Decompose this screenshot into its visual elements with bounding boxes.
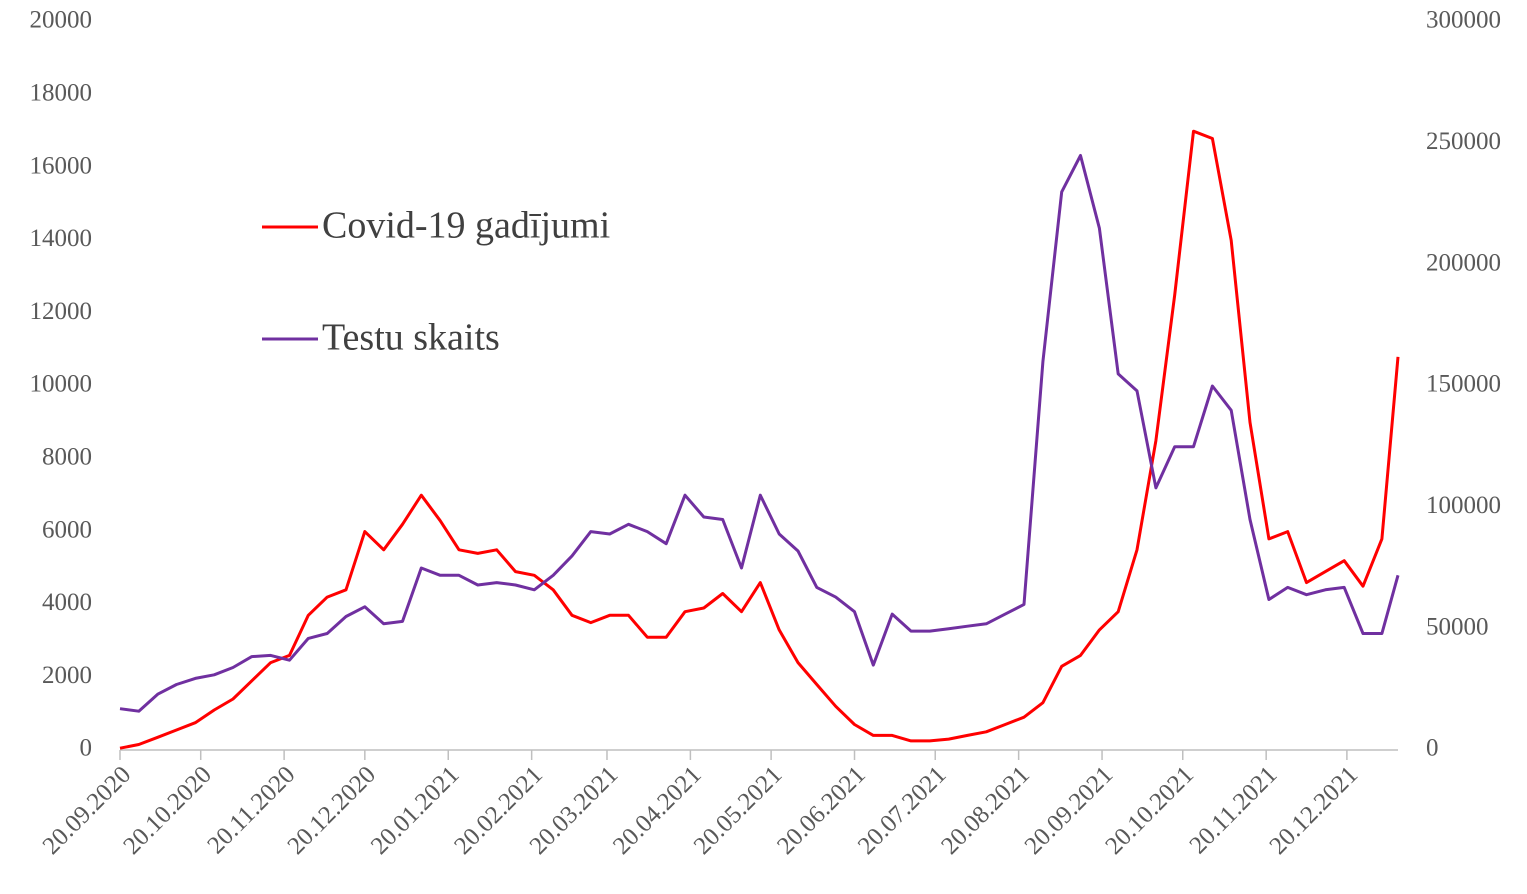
y-tick-label: 10000 [30, 371, 93, 398]
x-tick-label: 20.12.2020 [282, 761, 381, 860]
x-tick-label: 20.05.2021 [689, 761, 788, 860]
y-tick-label: 20000 [30, 7, 93, 34]
y-tick-label: 6000 [42, 516, 92, 543]
y2-tick-label: 250000 [1426, 128, 1501, 155]
legend-label: Testu skaits [322, 317, 500, 359]
x-tick-label: 20.07.2021 [853, 761, 952, 860]
x-tick-label: 20.10.2021 [1100, 761, 1199, 860]
y-tick-label: 4000 [42, 589, 92, 616]
y-tick-label: 16000 [30, 152, 93, 179]
x-tick-label: 20.08.2021 [936, 761, 1035, 860]
x-tick-label: 20.12.2021 [1265, 761, 1364, 860]
y2-tick-label: 50000 [1426, 613, 1489, 640]
x-tick-label: 20.01.2021 [366, 761, 465, 860]
y-tick-label: 18000 [30, 80, 93, 107]
y-tick-label: 0 [80, 735, 93, 762]
y-tick-label: 8000 [42, 444, 92, 471]
y-tick-label: 14000 [30, 225, 93, 252]
legend-label: Covid-19 gadījumi [322, 205, 610, 247]
y-tick-label: 2000 [42, 662, 92, 689]
y2-tick-label: 150000 [1426, 371, 1501, 398]
y-tick-label: 12000 [30, 298, 93, 325]
series-line [119, 129, 1400, 750]
legend: Covid-19 gadījumi Testu skaits [262, 205, 610, 359]
y2-tick-label: 100000 [1426, 492, 1501, 519]
y2-tick-label: 0 [1426, 735, 1439, 762]
y2-tick-label: 300000 [1426, 7, 1501, 34]
x-tick-label: 20.10.2020 [118, 761, 217, 860]
series-line [119, 154, 1400, 713]
y2-tick-label: 200000 [1426, 249, 1501, 276]
